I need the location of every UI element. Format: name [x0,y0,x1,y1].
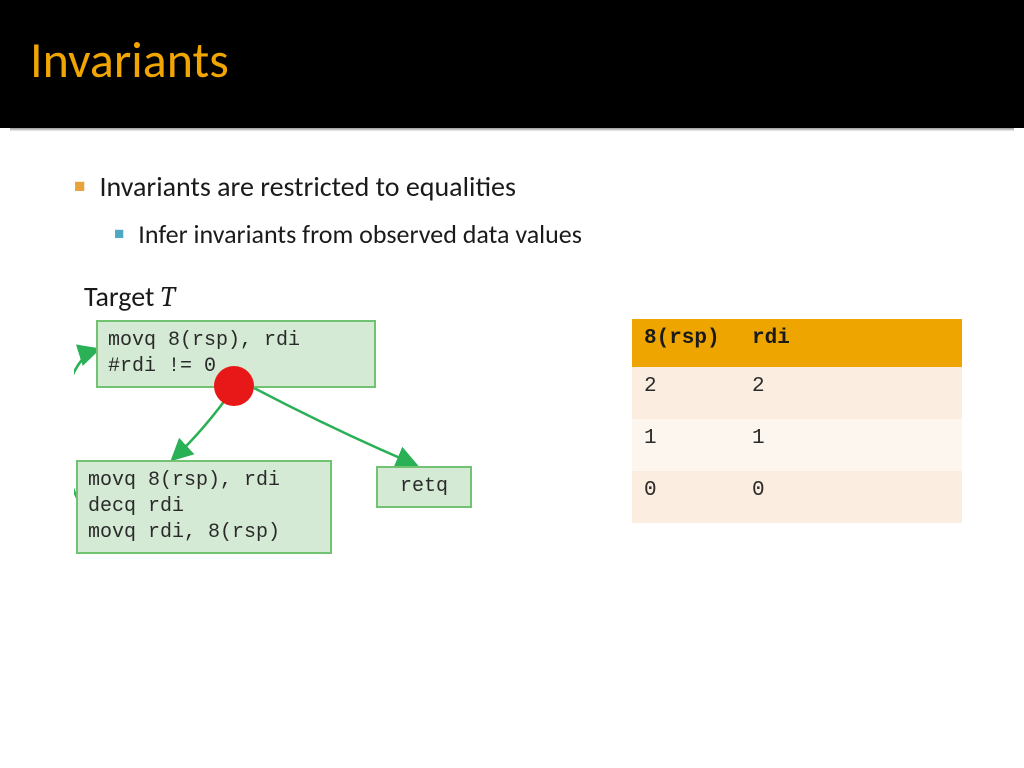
code-line: decq rdi [88,494,320,520]
code-line: movq 8(rsp), rdi [88,468,320,494]
table-header: rdi [740,319,962,367]
code-line: movq rdi, 8(rsp) [88,520,320,546]
target-label: Target T [84,279,974,314]
title-bar: Invariants [0,0,1024,128]
target-symbol: T [161,281,175,313]
code-block-return: retq [376,466,472,508]
slide-title: Invariants [30,30,994,91]
table-row: 2 2 [632,367,962,419]
code-line: movq 8(rsp), rdi [108,328,364,354]
bullet-marker: ■ [114,217,124,251]
bullet-level-2: ■ Infer invariants from observed data va… [114,217,974,251]
code-block-loop: movq 8(rsp), rdi decq rdi movq rdi, 8(rs… [76,460,332,554]
breakpoint-dot [214,366,254,406]
bullet-text: Invariants are restricted to equalities [99,169,515,205]
bullet-level-1: ■ Invariants are restricted to equalitie… [74,169,974,205]
code-line: retq [400,475,448,498]
flowchart-diagram: movq 8(rsp), rdi #rdi != 0 movq 8(rsp), … [74,320,514,620]
table-cell: 2 [632,367,740,419]
table-cell: 2 [740,367,962,419]
table-cell: 1 [632,419,740,471]
content-area: ■ Invariants are restricted to equalitie… [0,131,1024,620]
table-header: 8(rsp) [632,319,740,367]
table-cell: 0 [740,471,962,523]
table-cell: 1 [740,419,962,471]
bullet-text: Infer invariants from observed data valu… [138,217,582,251]
target-label-text: Target [84,279,161,314]
table-row: 1 1 [632,419,962,471]
bullet-marker: ■ [74,169,85,205]
table-cell: 0 [632,471,740,523]
table-row: 0 0 [632,471,962,523]
lower-content: Target T movq 8(rsp), rdi #rdi != 0 movq… [74,279,974,620]
invariant-table: 8(rsp) rdi 2 2 1 1 0 0 [632,319,962,523]
